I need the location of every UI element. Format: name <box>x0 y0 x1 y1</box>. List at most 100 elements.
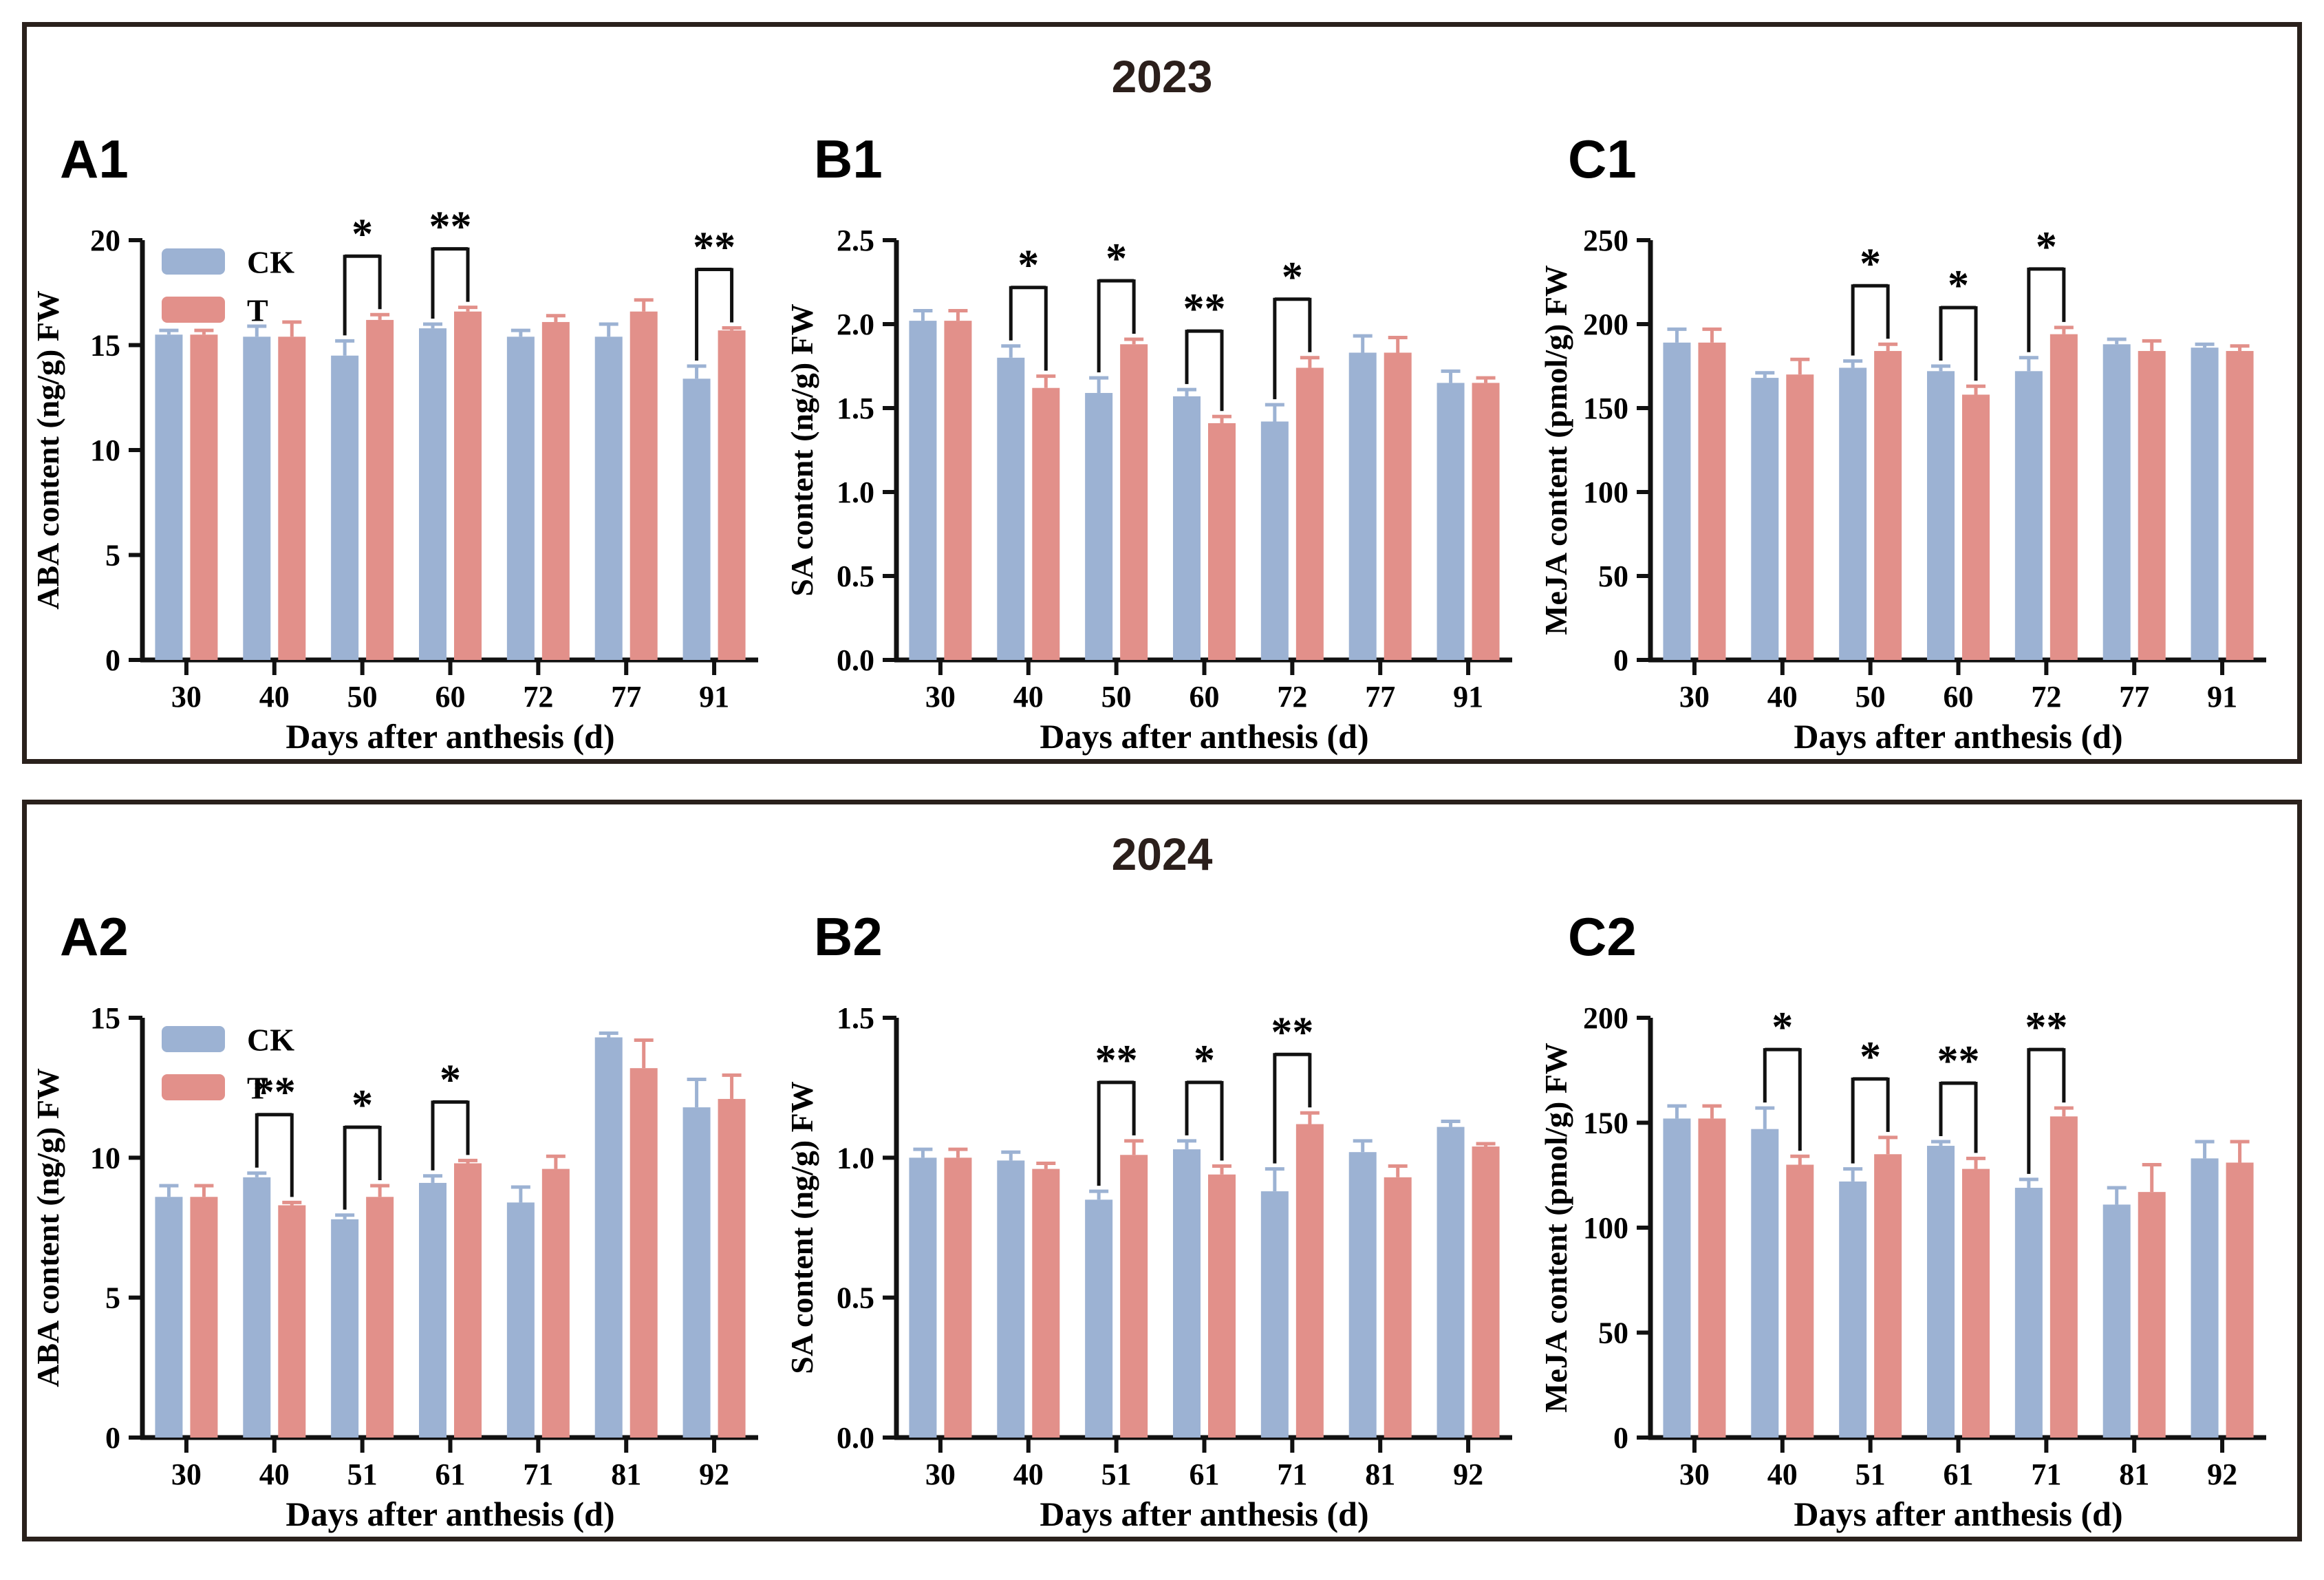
chart-svg-b2: 0.0 0.5 1.0 1.5 SA content (ng/g) FW 30 40 51 61… <box>784 1001 1512 1533</box>
bar-ck <box>1751 378 1779 660</box>
x-tick-label: 50 <box>1101 680 1132 714</box>
bar-ck <box>1085 393 1113 660</box>
panel-label-a2: A2 <box>60 906 129 967</box>
y-tick-label: 1.0 <box>837 476 874 509</box>
x-tick-label: 71 <box>1277 1458 1307 1491</box>
sig-asterisk: ** <box>253 1069 296 1116</box>
x-tick-label: 72 <box>2031 680 2061 714</box>
y-tick-label: 150 <box>1583 1106 1628 1140</box>
x-tick-label: 71 <box>523 1458 553 1491</box>
year-box-2024: 2024 A2 0 5 10 15 ABA content (ng/g) FW 30 40 5… <box>22 800 2302 1541</box>
chart-panel-c1: C1 0 50 100 150 200 250 MeJA content (pmol/g) … <box>1538 114 2292 756</box>
x-tick-label: 77 <box>611 680 641 714</box>
bar-ck <box>1663 342 1691 660</box>
x-tick-label: 92 <box>1453 1458 1483 1491</box>
bar-t <box>1295 1124 1324 1438</box>
y-tick-label: 0.5 <box>837 1281 874 1315</box>
chart-svg-c1: 0 50 100 150 200 250 MeJA content (pmol/g) FW 3… <box>1538 224 2266 756</box>
x-tick-label: 61 <box>1944 1458 1974 1491</box>
panel-label-b2: B2 <box>814 906 883 967</box>
bar-t <box>1698 1118 1726 1438</box>
y-tick-label: 250 <box>1583 224 1628 257</box>
y-tick-label: 5 <box>105 1281 120 1315</box>
bar-ck <box>506 337 535 660</box>
sig-asterisk: * <box>1194 1037 1215 1084</box>
x-tick-label: 40 <box>259 1458 290 1491</box>
x-tick-label: 51 <box>347 1458 378 1491</box>
bar-ck <box>155 1197 183 1438</box>
sig-asterisk: ** <box>693 224 735 270</box>
bar-ck <box>594 337 623 660</box>
x-tick-label: 30 <box>925 1458 956 1491</box>
y-axis-title: ABA content (ng/g) FW <box>30 290 65 610</box>
x-tick-label: 91 <box>699 680 729 714</box>
sig-asterisk: ** <box>1095 1037 1138 1084</box>
bar-t <box>1032 387 1060 660</box>
bar-ck <box>1260 421 1289 660</box>
panel-label-b1: B1 <box>814 129 883 189</box>
x-axis-title: Days after anthesis (d) <box>286 1495 614 1533</box>
x-tick-label: 91 <box>2207 680 2237 714</box>
y-axis-title: MeJA content (pmol/g) FW <box>1538 265 1573 635</box>
chart-svg-b1: 0.0 0.5 1.0 1.5 2.0 2.5 SA content (ng/g) FW 30… <box>784 224 1512 756</box>
sig-asterisk: * <box>1018 242 1039 289</box>
panel-label-a1: A1 <box>60 129 129 189</box>
panel-label-c2: C2 <box>1568 906 1637 967</box>
bar-t <box>1032 1168 1060 1438</box>
x-tick-label: 40 <box>1767 680 1798 714</box>
bar-t <box>1874 351 1902 660</box>
chart-panel-a2: A2 0 5 10 15 ABA content (ng/g) FW 30 40 51 61 71… <box>30 891 784 1533</box>
bar-ck <box>243 337 271 660</box>
y-axis-title: SA content (ng/g) FW <box>784 303 819 597</box>
x-tick-label: 30 <box>171 1458 202 1491</box>
y-tick-label: 0 <box>105 1421 120 1455</box>
y-tick-label: 150 <box>1583 392 1628 425</box>
chart-panel-c2: C2 0 50 100 150 200 MeJA content (pmol/g) FW 3… <box>1538 891 2292 1533</box>
bar-ck <box>1927 371 1955 660</box>
bar-ck <box>1839 1181 1867 1438</box>
sig-asterisk: * <box>1948 262 1969 309</box>
sig-asterisk: ** <box>1183 286 1226 332</box>
bar-ck <box>331 355 359 660</box>
bar-ck <box>2014 1188 2043 1438</box>
x-tick-label: 40 <box>1013 680 1044 714</box>
bar-ck <box>1437 383 1465 660</box>
chart-svg-a1: 0 5 10 15 20 ABA content (ng/g) FW 30 40 50 60 72 7… <box>30 204 758 756</box>
x-tick-label: 51 <box>1855 1458 1886 1491</box>
bar-t <box>1120 1155 1148 1438</box>
y-axis-title: MeJA content (pmol/g) FW <box>1538 1043 1573 1413</box>
y-tick-label: 5 <box>105 538 120 572</box>
bar-ck <box>997 1160 1025 1438</box>
bar-ck <box>1751 1129 1779 1438</box>
sig-asterisk: * <box>1106 235 1127 282</box>
x-tick-label: 92 <box>2207 1458 2237 1491</box>
sig-asterisk: ** <box>1271 1009 1313 1056</box>
chart-svg-a2: 0 5 10 15 ABA content (ng/g) FW 30 40 51 61 71 81 9… <box>30 1001 758 1533</box>
sig-asterisk: * <box>352 1082 373 1129</box>
x-tick-label: 40 <box>1013 1458 1044 1491</box>
x-tick-label: 91 <box>1453 680 1483 714</box>
x-tick-label: 81 <box>1365 1458 1395 1491</box>
bar-t <box>190 1197 218 1438</box>
x-tick-label: 30 <box>1679 680 1710 714</box>
bar-t <box>1786 374 1814 660</box>
bar-t <box>366 319 394 660</box>
x-tick-label: 30 <box>1679 1458 1710 1491</box>
x-axis-title: Days after anthesis (d) <box>1794 717 2122 756</box>
bar-t <box>630 311 658 660</box>
bar-ck <box>1839 367 1867 660</box>
sig-asterisk: * <box>1860 240 1881 287</box>
x-axis-title: Days after anthesis (d) <box>286 717 614 756</box>
y-tick-label: 10 <box>90 1141 120 1175</box>
x-tick-label: 51 <box>1101 1458 1132 1491</box>
bar-ck <box>1085 1199 1113 1438</box>
y-tick-label: 0.0 <box>837 1421 874 1455</box>
bar-t <box>1384 1177 1412 1438</box>
bar-ck <box>594 1037 623 1438</box>
bar-ck <box>2102 1204 2131 1438</box>
year-title-2024: 2024 <box>1111 829 1213 879</box>
bar-t <box>1120 344 1148 660</box>
bar-t <box>2226 1162 2254 1438</box>
bar-t <box>1786 1164 1814 1438</box>
x-tick-label: 50 <box>1855 680 1886 714</box>
